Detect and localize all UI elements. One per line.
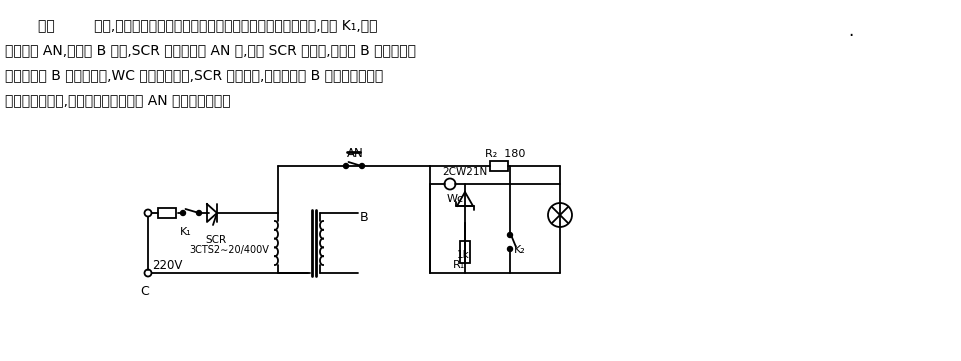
Text: R₁: R₁ [453, 260, 465, 270]
Circle shape [343, 164, 349, 169]
Circle shape [445, 178, 456, 190]
Circle shape [181, 210, 185, 216]
Text: SCR: SCR [205, 235, 226, 245]
Text: AN: AN [347, 147, 364, 160]
Circle shape [359, 164, 364, 169]
Bar [158, 208, 176, 218]
Text: R₂  180: R₂ 180 [485, 149, 526, 159]
Bar [460, 241, 470, 263]
Text: C: C [140, 285, 149, 298]
Text: 按鈕开关 AN,变压器 B 得电,SCR 导通。放开 AN 后,由于 SCR 已导通,变压器 B 正常供电。: 按鈕开关 AN,变压器 B 得电,SCR 导通。放开 AN 后,由于 SCR 已… [5, 43, 416, 57]
Text: K₂: K₂ [514, 245, 526, 255]
Text: 220V: 220V [152, 259, 183, 272]
Text: 1k: 1k [457, 250, 470, 260]
Bar [490, 161, 508, 171]
Text: 如果变压器 B 的次级短路,WC 两端电压为零,SCR 迅速关断,于是变压器 B 得到保护。变压: 如果变压器 B 的次级短路,WC 两端电压为零,SCR 迅速关断,于是变压器 B… [5, 68, 383, 82]
Circle shape [196, 210, 202, 216]
Text: Wᴄ: Wᴄ [447, 194, 464, 204]
Text: 3CTS2∼20/400V: 3CTS2∼20/400V [189, 245, 269, 255]
Text: 如图         所示,由双向可控硅和稳压管构成保护电路。如图接入电网后,闭合 K₁,按动: 如图 所示,由双向可控硅和稳压管构成保护电路。如图接入电网后,闭合 K₁,按动 [38, 18, 378, 32]
Circle shape [507, 247, 512, 252]
Text: B: B [360, 211, 369, 224]
Text: .: . [848, 22, 853, 40]
Circle shape [548, 203, 572, 227]
Text: K₁: K₁ [180, 227, 192, 237]
Text: 器次级没有短路,只要按一下按鈕开关 AN 即可正常供电。: 器次级没有短路,只要按一下按鈕开关 AN 即可正常供电。 [5, 93, 231, 107]
Circle shape [507, 232, 512, 238]
Text: 2CW21N: 2CW21N [442, 167, 487, 177]
